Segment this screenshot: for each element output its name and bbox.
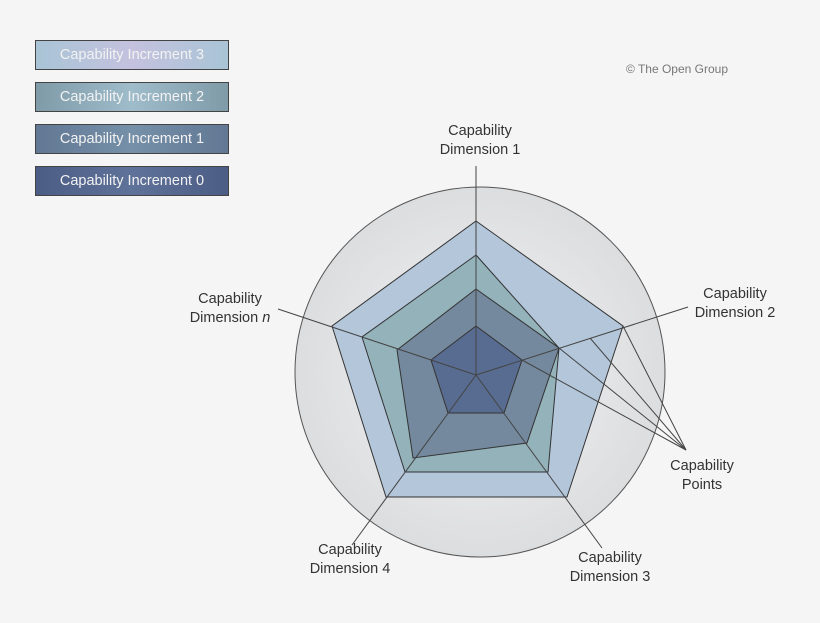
legend-increment-0: Capability Increment 0	[35, 166, 229, 196]
legend-increment-1: Capability Increment 1	[35, 124, 229, 154]
legend-increment-3: Capability Increment 3	[35, 40, 229, 70]
axis-dimension-n	[277, 308, 477, 376]
legend-increment-2: Capability Increment 2	[35, 82, 229, 112]
label-dimension-2: Capability Dimension 2	[694, 286, 776, 321]
leader-line	[589, 337, 687, 451]
label-dimension-4: Capability Dimension 4	[309, 542, 391, 577]
axis-dimension-4	[351, 374, 477, 546]
axis-dimension-3	[475, 374, 603, 549]
axis-dimension-2	[475, 306, 689, 376]
label-dimension-n: Capability Dimension n	[189, 291, 271, 326]
label-dimension-3: Capability Dimension 3	[569, 550, 651, 585]
label-capability-points: Capability Points	[670, 458, 734, 493]
leader-line	[558, 347, 687, 451]
leader-line	[622, 325, 687, 451]
axes	[277, 166, 689, 549]
copyright: © The Open Group	[626, 62, 729, 76]
label-dimension-1: Capability Dimension 1	[439, 123, 521, 158]
leader-line	[521, 359, 687, 451]
